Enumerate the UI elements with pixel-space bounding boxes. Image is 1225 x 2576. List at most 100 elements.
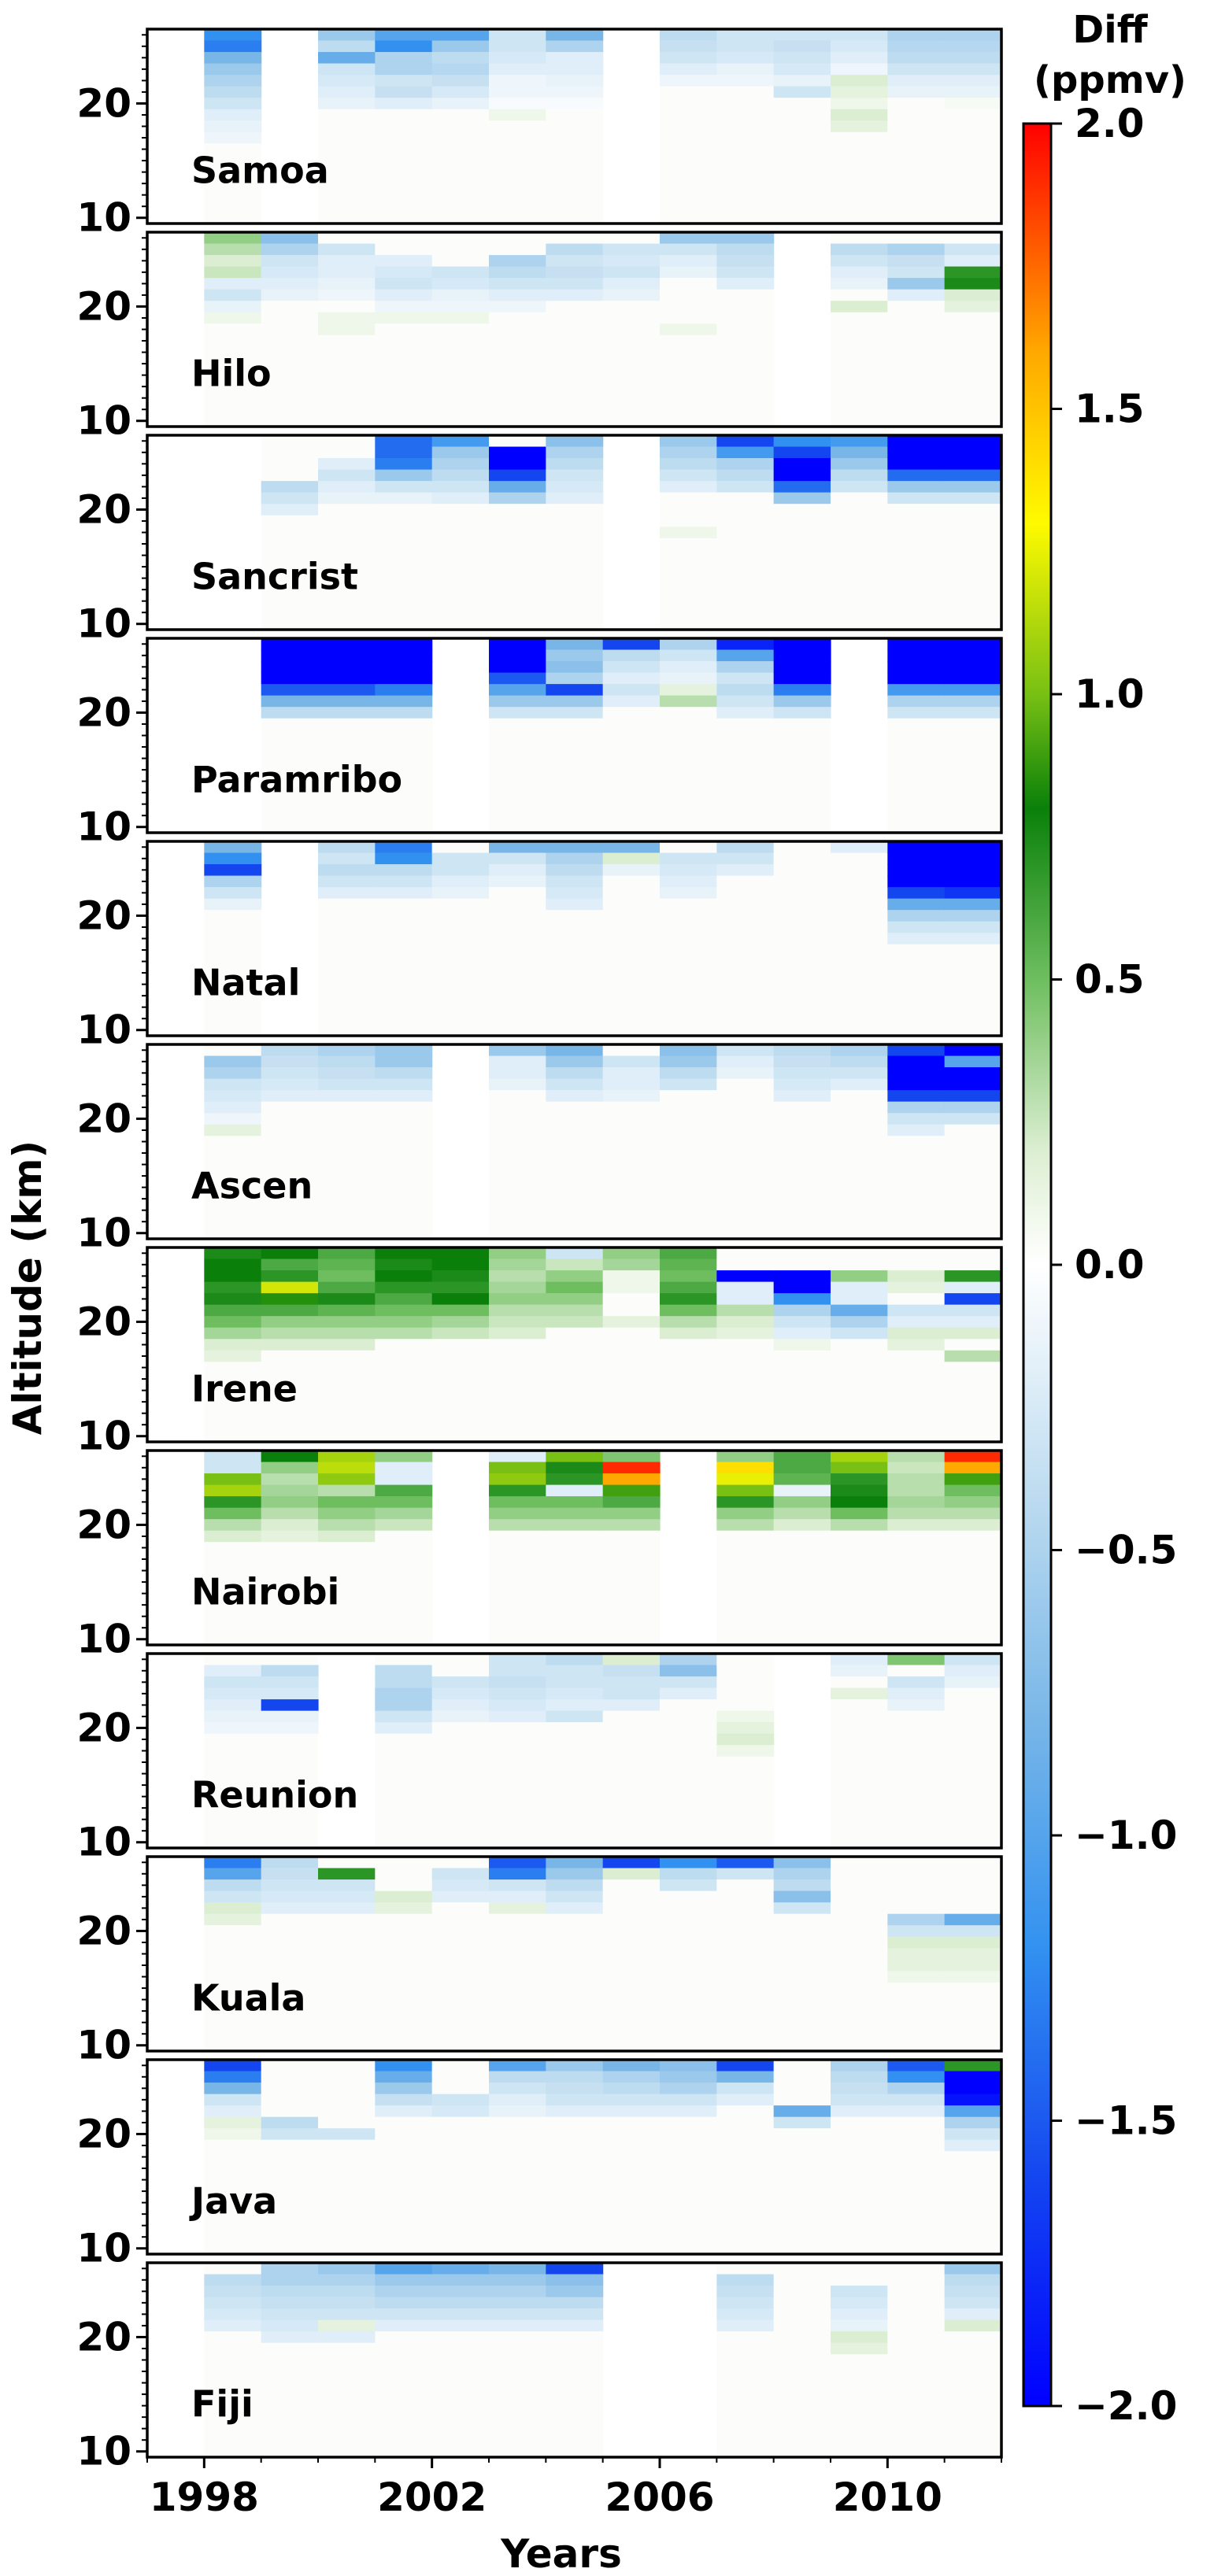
heatmap-cells — [204, 1654, 1001, 1848]
heatmap-cell — [318, 1327, 376, 1340]
heatmap-cell — [944, 1270, 1001, 1283]
heatmap-cell — [887, 1078, 946, 1091]
heatmap-cell — [602, 1136, 661, 1148]
heatmap-cell — [431, 369, 490, 382]
heatmap-cell — [831, 572, 888, 585]
heatmap-cell — [261, 2185, 319, 2197]
heatmap-cell — [546, 1576, 604, 1588]
heatmap-cell — [944, 1733, 1001, 1746]
heatmap-cell — [602, 1496, 661, 1509]
heatmap-cell — [602, 875, 661, 888]
heatmap-cell — [489, 1496, 546, 1509]
heatmap-cell — [431, 1971, 490, 1983]
heatmap-cell — [546, 2039, 604, 2051]
heatmap-cell — [773, 1868, 831, 1880]
heatmap-cell — [944, 933, 1001, 945]
heatmap-cell — [602, 1293, 661, 1306]
heatmap-cell — [660, 809, 717, 822]
heatmap-cell — [887, 1136, 946, 1148]
heatmap-cell — [318, 1633, 376, 1645]
heatmap-cell — [831, 1270, 888, 1283]
heatmap-cell — [773, 2197, 831, 2209]
heatmap-cell — [602, 357, 661, 370]
heatmap-cell — [489, 75, 546, 87]
heatmap-cell — [204, 1791, 262, 1803]
heatmap-cell — [944, 2039, 1001, 2051]
heatmap-cell — [261, 289, 319, 301]
heatmap-cell — [318, 1857, 376, 1869]
heatmap-cell — [318, 1913, 376, 1926]
heatmap-cell — [489, 1181, 546, 1194]
heatmap-cell — [261, 2219, 319, 2232]
heatmap-cell — [431, 243, 490, 256]
heatmap-cell — [318, 2242, 376, 2254]
heatmap-cell — [944, 875, 1001, 888]
heatmap-cell — [261, 786, 319, 800]
heatmap-cell — [546, 1001, 604, 1014]
heatmap-cell — [887, 1362, 946, 1374]
heatmap-cell — [375, 583, 433, 597]
heatmap-cell — [887, 1350, 946, 1362]
heatmap-cell — [489, 898, 546, 911]
heatmap-cell — [318, 707, 376, 719]
heatmap-cell — [602, 1994, 661, 2006]
heatmap-cell — [546, 143, 604, 156]
heatmap-cell — [489, 695, 546, 708]
heatmap-cell — [431, 200, 490, 213]
heatmap-cell — [204, 1192, 262, 1206]
heatmap-cell — [716, 1258, 775, 1271]
heatmap-cell — [489, 730, 546, 742]
heatmap-cell — [261, 798, 319, 811]
heatmap-cell — [887, 1101, 946, 1114]
heatmap-cell — [375, 1339, 433, 1351]
heatmap-cell — [831, 177, 888, 190]
heatmap-cell — [831, 1621, 888, 1635]
heatmap-cell — [602, 684, 661, 697]
heatmap-cell — [375, 718, 433, 730]
heatmap-cell — [318, 2060, 376, 2072]
heatmap-cell — [489, 380, 546, 394]
heatmap-cell — [261, 763, 319, 776]
heatmap-cell — [716, 278, 775, 290]
heatmap-cell — [204, 1621, 262, 1635]
heatmap-cell — [261, 1925, 319, 1938]
heatmap-cell — [318, 1373, 376, 1385]
heatmap-cell — [431, 2400, 490, 2412]
heatmap-cell — [489, 2274, 546, 2286]
heatmap-cell — [318, 1430, 376, 1442]
heatmap-cell — [546, 1044, 604, 1057]
heatmap-cell — [944, 1451, 1001, 1463]
heatmap-cell — [431, 2208, 490, 2221]
heatmap-cell — [546, 661, 604, 674]
heatmap-cell — [375, 1270, 433, 1283]
heatmap-cell — [660, 1327, 717, 1340]
heatmap-cell — [431, 1936, 490, 1949]
heatmap-cell — [375, 1473, 433, 1486]
heatmap-cell — [887, 1565, 946, 1577]
heatmap-cell — [375, 1936, 433, 1949]
heatmap-cell — [602, 1676, 661, 1689]
heatmap-cell — [318, 2094, 376, 2106]
heatmap-cell — [944, 2377, 1001, 2389]
heatmap-cell — [944, 1857, 1001, 1869]
heatmap-cell — [204, 2308, 262, 2321]
heatmap-cell — [887, 1270, 946, 1283]
heatmap-cell — [831, 1665, 888, 1677]
heatmap-cell — [261, 1621, 319, 1635]
heatmap-cell — [261, 458, 319, 471]
heatmap-cell — [944, 560, 1001, 573]
heatmap-cell — [204, 1890, 262, 1903]
heatmap-cell — [944, 1258, 1001, 1271]
heatmap-cell — [204, 2423, 262, 2435]
heatmap-cell — [261, 1879, 319, 1892]
heatmap-cell — [831, 2242, 888, 2254]
heatmap-cell — [831, 98, 888, 110]
heatmap-cell — [831, 1451, 888, 1463]
heatmap-cell — [831, 944, 888, 956]
heatmap-cell — [831, 446, 888, 459]
heatmap-cell — [489, 1982, 546, 1994]
heatmap-cell — [944, 821, 1001, 833]
heatmap-cell — [546, 29, 604, 42]
heatmap-cell — [831, 2230, 888, 2244]
